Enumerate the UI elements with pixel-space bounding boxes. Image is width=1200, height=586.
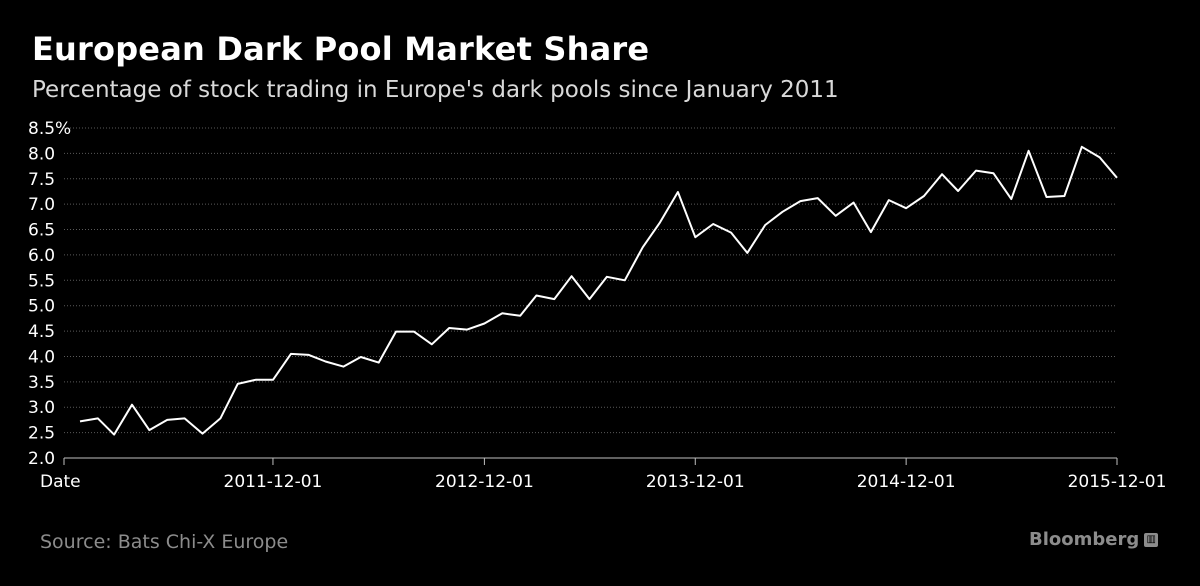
gridlines <box>64 127 1117 434</box>
y-tick-label: 7.5 <box>28 170 55 190</box>
y-axis-ticks: 2.0 2.5 3.0 3.5 4.0 4.5 5.0 5.5 6.0 6.5 7.0 7.5 8.0 8… <box>28 119 71 469</box>
y-tick-label: 2.5 <box>28 424 55 444</box>
x-tick-label: 2013-12-01 <box>646 472 745 492</box>
y-tick-label: 8.0 <box>28 144 55 164</box>
y-tick-label: 8.5% <box>28 119 71 139</box>
series-layer <box>79 145 1118 436</box>
y-tick-label: 3.5 <box>28 373 55 393</box>
y-tick-label: 6.5 <box>28 221 55 241</box>
y-tick-label: 6.0 <box>28 246 55 266</box>
x-axis-ticks: Date 2011-12-01 2012-12-01 2013-12-01 2014-1… <box>40 458 1166 492</box>
series-line-dark-pool-share <box>79 145 1118 436</box>
chart-subtitle: Percentage of stock trading in Europe's … <box>32 77 839 103</box>
y-tick-label: 3.0 <box>28 398 55 418</box>
chart-title: European Dark Pool Market Share <box>32 30 650 68</box>
brand-logo: Bloomberg ▥ <box>1029 529 1159 550</box>
x-tick-label: 2011-12-01 <box>224 472 323 492</box>
x-tick-label: 2012-12-01 <box>435 472 534 492</box>
brand-name: Bloomberg <box>1029 529 1140 550</box>
y-tick-label: 7.0 <box>28 195 55 215</box>
y-tick-label: 5.5 <box>28 271 55 291</box>
x-tick-label: 2014-12-01 <box>857 472 956 492</box>
y-tick-label: 4.0 <box>28 347 55 367</box>
y-tick-label: 4.5 <box>28 322 55 342</box>
x-axis-label: Date <box>40 472 81 492</box>
bloomberg-logo-icon: ▥ <box>1144 532 1159 547</box>
y-tick-label: 5.0 <box>28 297 55 317</box>
source-note: Source: Bats Chi-X Europe <box>40 531 289 553</box>
y-tick-label: 2.0 <box>28 449 55 469</box>
x-tick-label: 2015-12-01 <box>1068 472 1167 492</box>
